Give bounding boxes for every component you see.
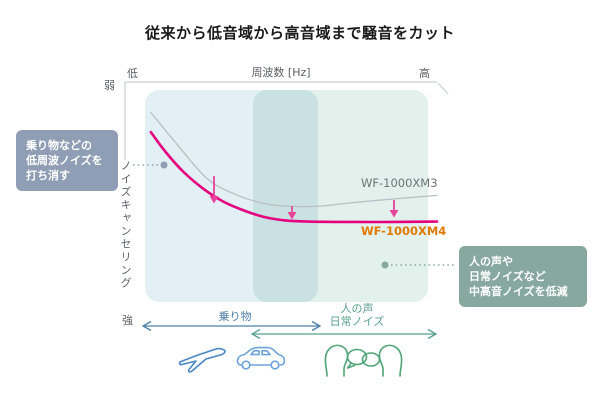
airplane-icon [178, 347, 226, 373]
low-frequency-callout: 乗り物などの 低周波ノイズを 打ち消す [16, 130, 118, 191]
callout-line: 中高音ノイズを低減 [469, 285, 568, 298]
improvement-arrow-low [209, 176, 219, 204]
mid-high-frequency-callout: 人の声や 日常ノイズなど 中高音ノイズを低減 [459, 246, 587, 307]
right-callout-dot [381, 261, 389, 269]
improvement-arrow-high [389, 200, 399, 218]
car-icon [236, 346, 286, 370]
x-axis-low-label: 低 [127, 67, 138, 80]
xm3-curve-label: WF-1000XM3 [361, 176, 438, 190]
callout-line: 人の声や [469, 255, 513, 268]
curve-wf-1000xm3 [150, 111, 438, 208]
callout-line: 乗り物などの [26, 139, 92, 152]
page-title: 従来から低音域から高音域まで騒音をカット [144, 24, 455, 42]
y-axis-strong-label: 強 [122, 314, 133, 327]
vehicle-range-label: 乗り物 [218, 310, 252, 323]
curve-wf-1000xm4 [149, 130, 439, 224]
callout-line: 日常ノイズなど [469, 270, 546, 283]
voice-range-label: 人の声 日常ノイズ [312, 302, 402, 328]
vehicle-range-arrow [141, 320, 322, 332]
callout-line: 打ち消す [26, 169, 70, 182]
voice-range-line: 人の声 [340, 302, 374, 315]
x-axis-title: 周波数 [Hz] [251, 66, 311, 79]
curves-layer [149, 111, 439, 224]
voice-range-arrow [250, 328, 438, 340]
x-axis-end-slash [437, 82, 449, 95]
left-callout-dot [160, 161, 168, 169]
improvement-arrow-mid [287, 206, 297, 220]
voice-range-line: 日常ノイズ [329, 315, 385, 328]
voice-noise-region [253, 90, 428, 302]
callout-line: 低周波ノイズを [26, 154, 103, 167]
xm4-curve-label: WF-1000XM4 [361, 224, 447, 238]
y-axis-weak-label: 弱 [104, 79, 115, 92]
x-axis-high-label: 高 [419, 67, 430, 80]
y-axis-title: ノイズキャンセリング [118, 160, 133, 310]
people-talking-icon [324, 344, 403, 377]
